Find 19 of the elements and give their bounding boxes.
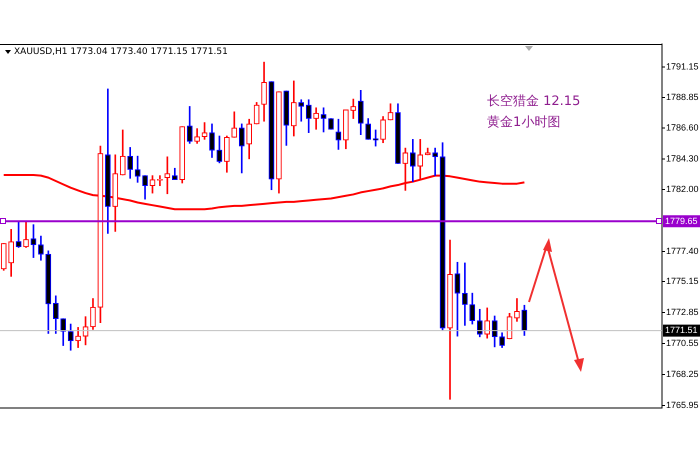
- annotation: 长空猎金 12.15: [487, 93, 580, 110]
- y-tick-label: 1772.85: [666, 307, 699, 318]
- candlestick: [30, 224, 36, 258]
- candlestick: [320, 107, 326, 132]
- y-tick-label: 1782.00: [666, 184, 699, 194]
- annotation: 黄金1小时图: [487, 114, 560, 131]
- ref-line-label: 1771.51: [665, 325, 698, 336]
- y-tick-label: 1777.40: [666, 246, 699, 256]
- y-tick-label: 1786.60: [666, 122, 699, 132]
- y-tick-label: 1765.95: [666, 400, 699, 410]
- y-tick-label: 1770.55: [666, 338, 699, 348]
- y-tick-label: 1788.85: [666, 92, 699, 102]
- annotation: XAUUSD,H1 1773.04 1773.40 1771.15 1771.51: [14, 47, 228, 57]
- y-tick-label: 1791.15: [666, 61, 699, 72]
- y-tick-label: 1768.25: [666, 368, 699, 379]
- candlestick: [202, 122, 208, 140]
- y-tick-label: 1775.15: [666, 276, 699, 286]
- y-tick-label: 1784.30: [666, 153, 699, 164]
- ref-line-label: 1779.65: [665, 216, 698, 226]
